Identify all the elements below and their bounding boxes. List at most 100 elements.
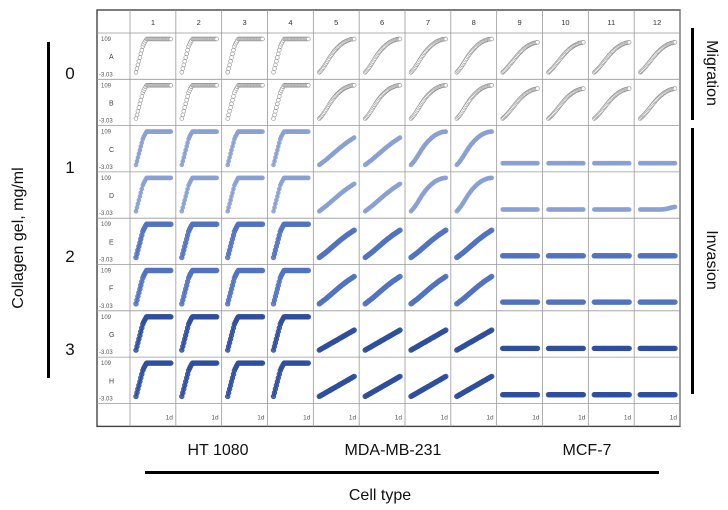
data-point xyxy=(231,94,236,99)
data-point xyxy=(182,151,187,157)
data-point xyxy=(181,201,187,207)
data-point xyxy=(184,144,189,149)
invasion-bracket xyxy=(691,128,694,394)
data-point xyxy=(277,94,282,99)
data-point xyxy=(443,327,449,333)
row-label-G: G xyxy=(109,332,114,339)
data-point xyxy=(229,101,234,107)
data-point xyxy=(271,208,276,214)
well-G12 xyxy=(637,345,678,352)
data-point xyxy=(214,360,220,366)
data-point xyxy=(227,201,232,207)
data-point xyxy=(443,373,449,380)
data-point xyxy=(184,190,189,195)
data-point xyxy=(230,144,235,149)
data-point xyxy=(137,147,143,153)
data-point xyxy=(275,190,281,195)
data-point xyxy=(273,62,278,68)
data-point xyxy=(226,205,231,210)
data-point xyxy=(260,36,265,42)
data-point xyxy=(351,327,357,333)
y-tick-min: -3.03 xyxy=(99,304,113,310)
well-F11 xyxy=(591,299,632,305)
row-label-D: D xyxy=(109,193,114,200)
data-point xyxy=(225,208,230,214)
x-tick-label: 1d xyxy=(532,414,540,421)
data-point xyxy=(185,186,190,192)
data-point xyxy=(580,345,586,352)
row-label-C: C xyxy=(109,147,114,154)
data-point xyxy=(138,144,144,149)
well-B8 xyxy=(454,83,494,121)
data-point xyxy=(136,151,142,157)
y-tick-max: 109 xyxy=(101,269,112,275)
data-point xyxy=(225,70,230,75)
data-point xyxy=(136,58,142,64)
well-C4 xyxy=(271,129,311,168)
x-tick-label: 1d xyxy=(670,414,678,421)
well-E9 xyxy=(500,253,541,259)
data-point xyxy=(139,94,145,99)
data-point xyxy=(397,373,403,380)
data-point xyxy=(228,197,233,203)
data-point xyxy=(489,175,495,181)
well-A5 xyxy=(317,36,357,75)
data-point xyxy=(397,83,403,88)
y-tick-min: -3.03 xyxy=(99,119,113,125)
well-C7 xyxy=(408,129,449,168)
well-A3 xyxy=(225,36,265,75)
data-point xyxy=(227,108,232,114)
data-point xyxy=(305,129,311,134)
data-point xyxy=(534,392,541,398)
data-point xyxy=(227,62,232,68)
data-point xyxy=(168,175,174,181)
data-point xyxy=(275,101,280,107)
data-point xyxy=(229,194,234,199)
well-G11 xyxy=(591,345,632,352)
data-point xyxy=(626,40,632,45)
column-header-8: 8 xyxy=(472,18,476,27)
x-tick-label: 1d xyxy=(166,414,174,421)
data-point xyxy=(672,204,678,210)
y-tick-min: -3.03 xyxy=(99,211,113,217)
well-B5 xyxy=(317,83,357,121)
row-label-A: A xyxy=(109,54,114,61)
data-point xyxy=(180,112,186,118)
data-point xyxy=(626,392,632,398)
data-point xyxy=(275,194,280,199)
data-point xyxy=(535,160,540,166)
data-point xyxy=(214,83,219,88)
row-group-label-1: 1 xyxy=(65,158,75,177)
well-A12 xyxy=(637,40,678,75)
data-point xyxy=(534,253,541,259)
y-tick-max: 109 xyxy=(101,83,112,89)
well-B1 xyxy=(133,83,174,121)
well-B4 xyxy=(271,83,311,121)
data-point xyxy=(231,186,236,192)
well-B9 xyxy=(500,86,540,121)
data-point xyxy=(535,86,540,91)
data-point xyxy=(135,155,141,160)
x-tick-label: 1d xyxy=(624,414,632,421)
data-point xyxy=(580,160,586,166)
data-point xyxy=(489,36,494,42)
data-point xyxy=(136,197,142,203)
data-point xyxy=(168,36,174,42)
data-point xyxy=(397,227,403,233)
well-C6 xyxy=(362,135,403,168)
column-header-3: 3 xyxy=(242,18,246,27)
x-tick-label: 1d xyxy=(441,414,449,421)
data-point xyxy=(168,267,174,274)
data-point xyxy=(179,70,185,75)
col-group-label-mda: MDA-MB-231 xyxy=(344,442,442,459)
data-point xyxy=(134,112,140,118)
data-point xyxy=(535,207,540,212)
data-point xyxy=(260,129,265,134)
data-point xyxy=(137,194,143,199)
data-point xyxy=(351,135,357,140)
well-B12 xyxy=(637,86,678,121)
data-point xyxy=(305,267,311,274)
data-point xyxy=(183,147,188,153)
data-point xyxy=(274,105,279,110)
well-A9 xyxy=(500,40,540,75)
